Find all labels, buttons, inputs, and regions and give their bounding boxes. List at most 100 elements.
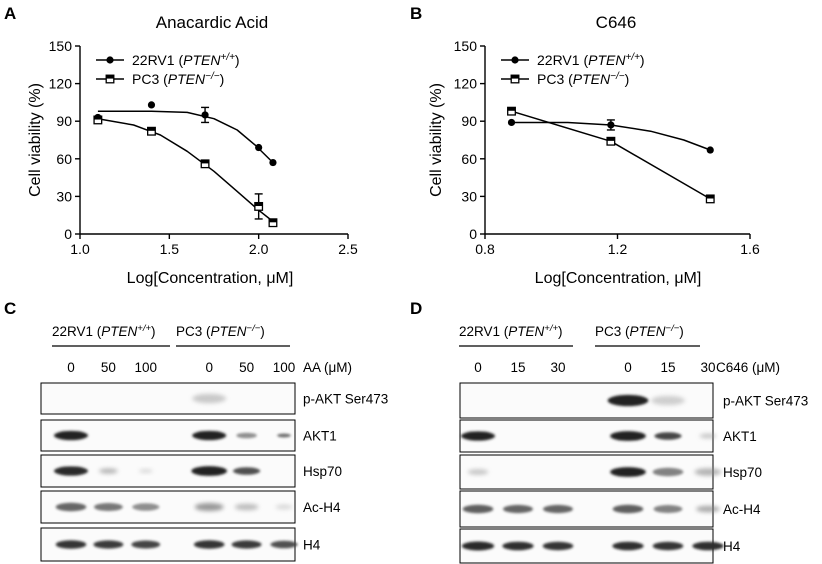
blot-band bbox=[610, 467, 646, 477]
blot-row bbox=[459, 490, 720, 528]
data-point bbox=[255, 143, 263, 152]
blot-band bbox=[653, 505, 683, 513]
blot-band bbox=[99, 468, 118, 474]
blot-row bbox=[459, 382, 714, 419]
blot-row-label: p-AKT Ser473 bbox=[723, 394, 808, 409]
x-tick-label: 1.2 bbox=[608, 241, 628, 257]
blot-row bbox=[459, 528, 724, 564]
lane-label: 0 bbox=[474, 360, 482, 375]
blot-band bbox=[543, 504, 573, 514]
lane-label: 30 bbox=[550, 360, 565, 375]
lane-label: 0 bbox=[205, 360, 213, 375]
blot-row-label: AKT1 bbox=[723, 429, 757, 444]
y-tick-label: 90 bbox=[461, 113, 477, 129]
y-tick-label: 0 bbox=[469, 226, 477, 242]
x-tick-label: 1.6 bbox=[740, 241, 760, 257]
group-label: 22RV1 (PTEN+/+) bbox=[52, 323, 156, 339]
data-point-fill bbox=[507, 107, 516, 111]
blot-row-label: p-AKT Ser473 bbox=[303, 392, 388, 407]
blot-band bbox=[93, 540, 124, 549]
lane-label: 0 bbox=[67, 360, 75, 375]
x-tick-label: 1.5 bbox=[160, 241, 180, 257]
blot-row bbox=[40, 454, 296, 488]
blot-row bbox=[40, 527, 298, 562]
blot-band bbox=[131, 540, 161, 549]
blot-row bbox=[40, 382, 296, 415]
blot-band bbox=[132, 503, 160, 511]
blot-row bbox=[40, 419, 296, 452]
legend-label: PC3 (PTEN−/−) bbox=[132, 71, 224, 87]
data-point-fill bbox=[254, 202, 263, 207]
blot-row bbox=[459, 419, 717, 453]
blot-band bbox=[192, 393, 227, 404]
x-tick-label: 1.0 bbox=[70, 241, 90, 257]
blot-band bbox=[502, 541, 534, 551]
y-tick-label: 30 bbox=[56, 188, 72, 204]
blot-row bbox=[40, 490, 296, 524]
blot-band bbox=[54, 466, 88, 476]
blot-row bbox=[459, 454, 722, 490]
blot-band bbox=[93, 503, 123, 511]
lane-label: 50 bbox=[239, 360, 254, 375]
legend-marker-fill bbox=[511, 75, 519, 79]
treatment-label: AA (μM) bbox=[303, 360, 352, 375]
blot-band bbox=[191, 466, 228, 476]
blot-band bbox=[607, 394, 649, 407]
data-point bbox=[147, 101, 156, 109]
blot-band bbox=[231, 540, 262, 549]
legend-marker bbox=[511, 56, 519, 64]
blot-band bbox=[461, 541, 495, 551]
blot-band bbox=[652, 541, 684, 551]
panel-letter-d: D bbox=[410, 299, 422, 318]
y-tick-label: 120 bbox=[49, 76, 73, 92]
blot-row-label: H4 bbox=[303, 538, 321, 553]
y-tick-label: 60 bbox=[461, 151, 477, 167]
blot-band bbox=[462, 504, 494, 514]
data-point bbox=[507, 118, 516, 127]
blot-band bbox=[542, 541, 574, 551]
x-tick-label: 2.0 bbox=[249, 241, 269, 257]
blot-band bbox=[612, 541, 644, 551]
blot-band bbox=[652, 467, 684, 477]
y-axis-label: Cell viability (%) bbox=[27, 83, 44, 197]
blot-band bbox=[236, 432, 257, 439]
blot-band bbox=[55, 502, 87, 512]
y-axis-label: Cell viability (%) bbox=[428, 83, 445, 197]
panel-letter-b: B bbox=[410, 4, 422, 23]
blot-band bbox=[696, 505, 720, 513]
y-tick-label: 150 bbox=[454, 38, 478, 54]
lane-label: 15 bbox=[660, 360, 675, 375]
group-label: 22RV1 (PTEN+/+) bbox=[459, 323, 563, 339]
blot-row-label: AKT1 bbox=[303, 429, 337, 444]
blot-band bbox=[692, 541, 724, 551]
treatment-label: C646 (μM) bbox=[716, 360, 780, 375]
blot-band bbox=[610, 431, 646, 441]
x-tick-label: 2.5 bbox=[338, 241, 358, 257]
blot-band bbox=[503, 504, 533, 514]
data-point bbox=[607, 121, 615, 129]
blot-band bbox=[651, 395, 685, 406]
blot-frame bbox=[40, 382, 296, 415]
blot-band bbox=[699, 433, 717, 439]
data-point-fill bbox=[201, 160, 209, 164]
blot-band bbox=[694, 468, 722, 476]
series-line-2 bbox=[97, 117, 274, 223]
legend-marker bbox=[106, 56, 114, 64]
data-point-fill bbox=[607, 137, 615, 141]
chart-title: Anacardic Acid bbox=[156, 13, 268, 32]
y-tick-label: 90 bbox=[56, 113, 72, 129]
series-line-1 bbox=[97, 110, 274, 164]
blot-band bbox=[193, 540, 225, 549]
x-axis-label: Log[Concentration, μM] bbox=[127, 270, 294, 287]
y-tick-label: 150 bbox=[49, 38, 73, 54]
data-point bbox=[269, 158, 277, 167]
legend-marker-fill bbox=[106, 75, 114, 79]
data-point-fill bbox=[147, 127, 156, 131]
lane-label: 100 bbox=[273, 360, 296, 375]
lane-label: 15 bbox=[510, 360, 525, 375]
legend-label: 22RV1 (PTEN+/+) bbox=[132, 52, 240, 68]
blot-band bbox=[612, 504, 644, 514]
y-tick-label: 120 bbox=[454, 76, 478, 92]
blot-band bbox=[277, 433, 291, 438]
blot-band bbox=[654, 432, 682, 440]
